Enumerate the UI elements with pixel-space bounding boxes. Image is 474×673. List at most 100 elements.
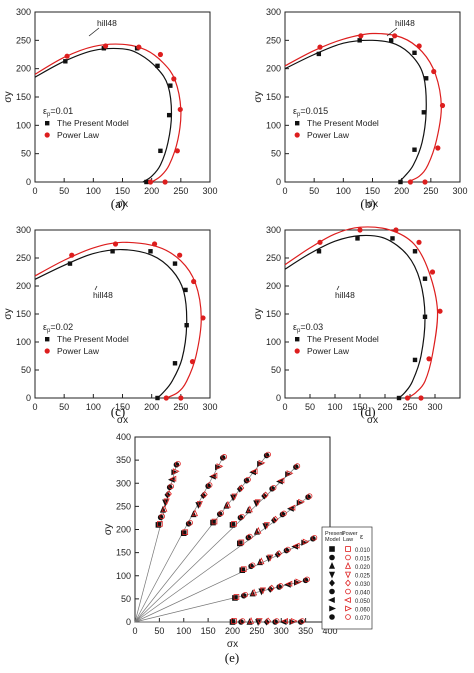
- panel-d: 0 50 100 150 200 250 300 0 50 100 150 200 250 300 σx σy…: [253, 225, 461, 426]
- ray-marker: [329, 605, 336, 612]
- x-axis-label: σx: [117, 415, 128, 426]
- ray-marker: [344, 562, 352, 569]
- loading-path-line: [134, 464, 177, 623]
- model-point: [166, 112, 172, 118]
- power-law-point: [439, 102, 446, 109]
- ray-marker: [345, 579, 351, 587]
- power-law-point: [426, 356, 432, 362]
- y-tick-label: 50: [21, 365, 31, 375]
- y-tick-label: 150: [116, 548, 131, 558]
- x-tick-label: 0: [282, 402, 287, 412]
- ray-marker: [294, 463, 301, 469]
- ray-marker: [239, 513, 245, 520]
- x-tick-label: 50: [59, 186, 69, 196]
- ray-marker: [249, 562, 256, 569]
- hill48-leader: [386, 27, 398, 37]
- ray-marker: [267, 554, 274, 562]
- ray-marker: [237, 540, 243, 547]
- ray-marker: [242, 591, 249, 598]
- ray-marker: [157, 521, 163, 527]
- ray-marker: [211, 518, 218, 525]
- ray-marker: [329, 614, 335, 620]
- power-law-point: [174, 148, 180, 154]
- ray-marker: [306, 493, 313, 499]
- strain-sub: p: [47, 112, 51, 118]
- y-tick-label: 100: [16, 120, 31, 130]
- power-law-point: [147, 179, 154, 185]
- panel-caption: (c): [111, 404, 125, 419]
- x-tick-label: 100: [336, 186, 351, 196]
- power-law-point: [102, 43, 109, 49]
- ray-marker: [240, 566, 247, 572]
- model-point: [110, 249, 115, 254]
- ray-marker: [258, 557, 265, 565]
- legend-power: Power Law: [307, 130, 350, 140]
- ray-marker: [231, 493, 238, 501]
- model-point: [144, 179, 149, 185]
- ray-marker: [165, 490, 172, 498]
- x-tick-label: 150: [115, 402, 130, 412]
- x-tick-label: 50: [309, 186, 319, 196]
- yield-curve: [34, 47, 173, 183]
- power-law-point: [393, 227, 399, 233]
- y-tick-label: 300: [16, 7, 31, 17]
- ray-marker: [162, 499, 169, 507]
- ray-marker: [329, 546, 335, 552]
- ray-marker: [344, 596, 351, 604]
- legend-strain-level: 0.040: [355, 591, 371, 597]
- legend-strain-level: 0.070: [355, 616, 371, 622]
- ray-marker: [155, 522, 162, 528]
- ray-marker: [263, 522, 270, 530]
- x-axis-label: σx: [117, 199, 128, 210]
- model-point: [412, 249, 418, 254]
- ray-marker: [329, 579, 335, 587]
- x-tick-label: 0: [32, 186, 37, 196]
- panel-caption: (a): [111, 196, 125, 211]
- ray-marker: [262, 491, 269, 499]
- panel-e: 0 50 100 150 200 250 300 350 400 0 50 100 150 200 250 3…: [103, 432, 373, 665]
- legend-power-header: Power: [342, 531, 358, 537]
- ray-marker: [221, 454, 228, 460]
- strain-label: εp=0.02: [43, 322, 73, 334]
- power-law-point: [136, 44, 142, 50]
- model-point: [67, 261, 73, 266]
- legend-present-header-2: Model: [325, 537, 340, 543]
- y-tick-label: 100: [116, 571, 131, 581]
- ray-marker: [292, 542, 300, 549]
- model-point: [412, 147, 417, 152]
- legend-model: The Present Model: [307, 334, 379, 344]
- yield-curve: [284, 234, 426, 399]
- model-point: [421, 110, 427, 115]
- y-axis-label: σy: [3, 308, 14, 319]
- x-tick-label: 200: [225, 626, 240, 636]
- ray-marker: [345, 605, 352, 612]
- ray-marker: [272, 515, 279, 523]
- ray-marker: [268, 584, 275, 592]
- ray-marker: [328, 562, 336, 569]
- x-tick-label: 300: [202, 402, 217, 412]
- ray-marker: [210, 472, 218, 479]
- power-law-point: [112, 241, 119, 247]
- ray-marker: [239, 618, 246, 624]
- y-tick-label: 50: [21, 149, 31, 159]
- loading-path-line: [134, 455, 267, 623]
- power-law-point: [407, 179, 414, 185]
- power-law-point: [317, 44, 323, 50]
- strain-symbol: ε: [293, 322, 297, 332]
- x-tick-label: 100: [327, 402, 342, 412]
- ray-marker: [218, 510, 225, 516]
- model-point: [390, 236, 395, 241]
- ray-marker: [281, 617, 288, 625]
- strain-label: εp=0.015: [293, 106, 328, 118]
- model-point: [422, 276, 428, 281]
- model-point: [63, 59, 68, 64]
- strain-label: εp=0.01: [43, 106, 73, 118]
- strain-symbol: ε: [43, 322, 47, 332]
- loading-path-line: [134, 496, 309, 623]
- power-law-point: [431, 68, 437, 75]
- y-tick-label: 400: [116, 432, 131, 442]
- plot-frame: [34, 229, 211, 399]
- x-tick-label: 300: [274, 626, 289, 636]
- x-tick-label: 50: [59, 402, 69, 412]
